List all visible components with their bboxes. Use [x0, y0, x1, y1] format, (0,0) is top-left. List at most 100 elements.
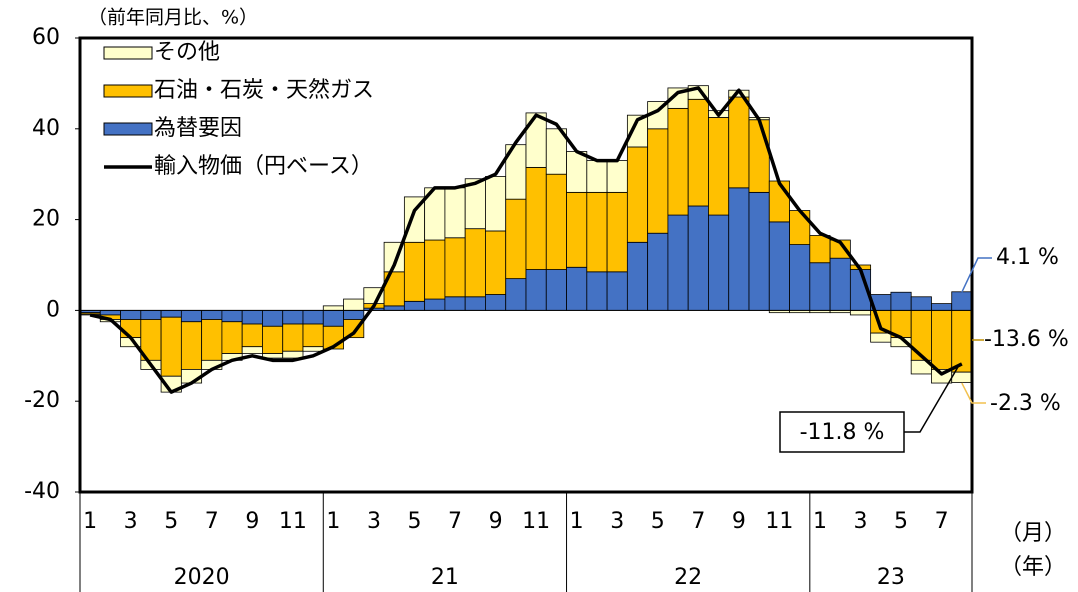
- leader-line: [904, 366, 959, 433]
- annotation: -2.3 %: [990, 391, 1061, 416]
- bar-segment: [768, 180, 790, 223]
- x-tick-label: 1: [326, 509, 340, 534]
- bar-segment: [647, 232, 669, 311]
- x-tick-label: 7: [448, 509, 462, 534]
- bar-segment: [687, 98, 709, 207]
- bar-segment: [586, 191, 608, 273]
- bar-segment: [322, 309, 344, 327]
- line-series: [89, 86, 963, 394]
- x-tick-label: 9: [489, 509, 503, 534]
- y-tick-label: -20: [24, 388, 60, 413]
- bar-segment: [262, 325, 284, 354]
- bar-segment: [201, 309, 223, 320]
- bar-segment: [586, 271, 608, 311]
- bar-segment: [464, 296, 486, 311]
- y-tick-label: 20: [32, 207, 60, 232]
- bar-segment: [566, 266, 588, 311]
- bar-segment: [221, 321, 243, 354]
- x-tick-label: 11: [279, 509, 307, 534]
- legend-swatch: [103, 84, 153, 98]
- x-tick-label: 7: [935, 509, 949, 534]
- year-label: 22: [674, 565, 702, 590]
- bar-segment: [505, 278, 527, 311]
- bar-segment: [525, 112, 547, 168]
- bar-segment: [282, 309, 304, 325]
- bar-segment: [606, 160, 628, 193]
- bar-segment: [606, 271, 628, 311]
- bar-segment: [931, 309, 953, 370]
- bar-segment: [566, 151, 588, 193]
- bar-segment: [505, 198, 527, 280]
- bar-segment: [99, 309, 121, 316]
- bar-segment: [789, 244, 811, 311]
- bar-segment: [444, 296, 466, 311]
- bar-segment: [282, 323, 304, 352]
- bar-segment: [403, 300, 426, 311]
- x-tick-label: 3: [610, 509, 624, 534]
- bar-segment: [870, 332, 892, 343]
- bar-segment: [403, 241, 426, 302]
- bar-segment: [606, 191, 628, 273]
- y-tick-label: 0: [46, 297, 60, 322]
- legend-label: その他: [154, 40, 220, 65]
- bar-segment: [586, 160, 608, 193]
- bar-segment: [748, 119, 770, 193]
- bar-segment: [829, 239, 851, 259]
- plot-frame: [78, 36, 974, 494]
- bar-segment: [728, 96, 750, 189]
- leader-line: [961, 257, 992, 293]
- y-tick-label: 40: [32, 116, 60, 141]
- x-tick-label: 5: [408, 509, 422, 534]
- bar-segment: [343, 309, 365, 320]
- x-tick-label: 1: [83, 509, 97, 534]
- annotation-box: [779, 411, 905, 453]
- unit-label: （前年同月比、%）: [88, 7, 258, 29]
- bar-segment: [180, 321, 203, 370]
- x-tick-label: 7: [691, 509, 705, 534]
- bar-segment: [485, 230, 507, 295]
- annotation: -11.8 %: [800, 420, 885, 445]
- bar-segment: [444, 237, 466, 298]
- x-tick-label: 3: [124, 509, 138, 534]
- bar-segment: [910, 309, 932, 361]
- legend-label: 輸入物価（円ベース）: [154, 154, 373, 179]
- bar-segment: [302, 309, 324, 325]
- x-tick-label: 5: [164, 509, 178, 534]
- bar-segment: [302, 323, 324, 348]
- legend-swatch: [103, 122, 153, 136]
- bar-segment: [748, 191, 770, 311]
- bar-segment: [282, 350, 304, 359]
- y-tick-label: -40: [24, 479, 60, 504]
- bar-segment: [809, 262, 831, 311]
- bar-segment: [241, 346, 263, 354]
- year-label: 21: [431, 565, 459, 590]
- bar-segment: [180, 309, 203, 323]
- x-tick-label: 3: [367, 509, 381, 534]
- bar-segment: [525, 269, 547, 311]
- bar-segment: [687, 205, 709, 311]
- year-label: 2020: [174, 565, 230, 590]
- bar-segment: [890, 291, 912, 311]
- x-tick-label: 11: [522, 509, 550, 534]
- bar-segment: [383, 305, 405, 311]
- bar-segment: [241, 309, 263, 325]
- bar-segment: [444, 187, 466, 239]
- x-month-label: （月）: [1000, 521, 1066, 546]
- bar-segment: [485, 176, 507, 232]
- y-tick-label: 60: [32, 25, 60, 50]
- bar-segment: [424, 298, 446, 311]
- bar-segment: [424, 239, 446, 300]
- x-tick-label: 5: [651, 509, 665, 534]
- x-tick-label: 9: [732, 509, 746, 534]
- bar-segment: [829, 257, 851, 311]
- bar-segment: [849, 309, 872, 316]
- bar-segment: [302, 346, 324, 352]
- bar-segment: [931, 303, 953, 311]
- bar-segment: [667, 107, 689, 216]
- bar-segment: [120, 309, 142, 320]
- bar-segment: [221, 309, 243, 323]
- bar-segment: [262, 309, 284, 327]
- bar-segment: [343, 298, 365, 311]
- bar-segment: [160, 309, 182, 318]
